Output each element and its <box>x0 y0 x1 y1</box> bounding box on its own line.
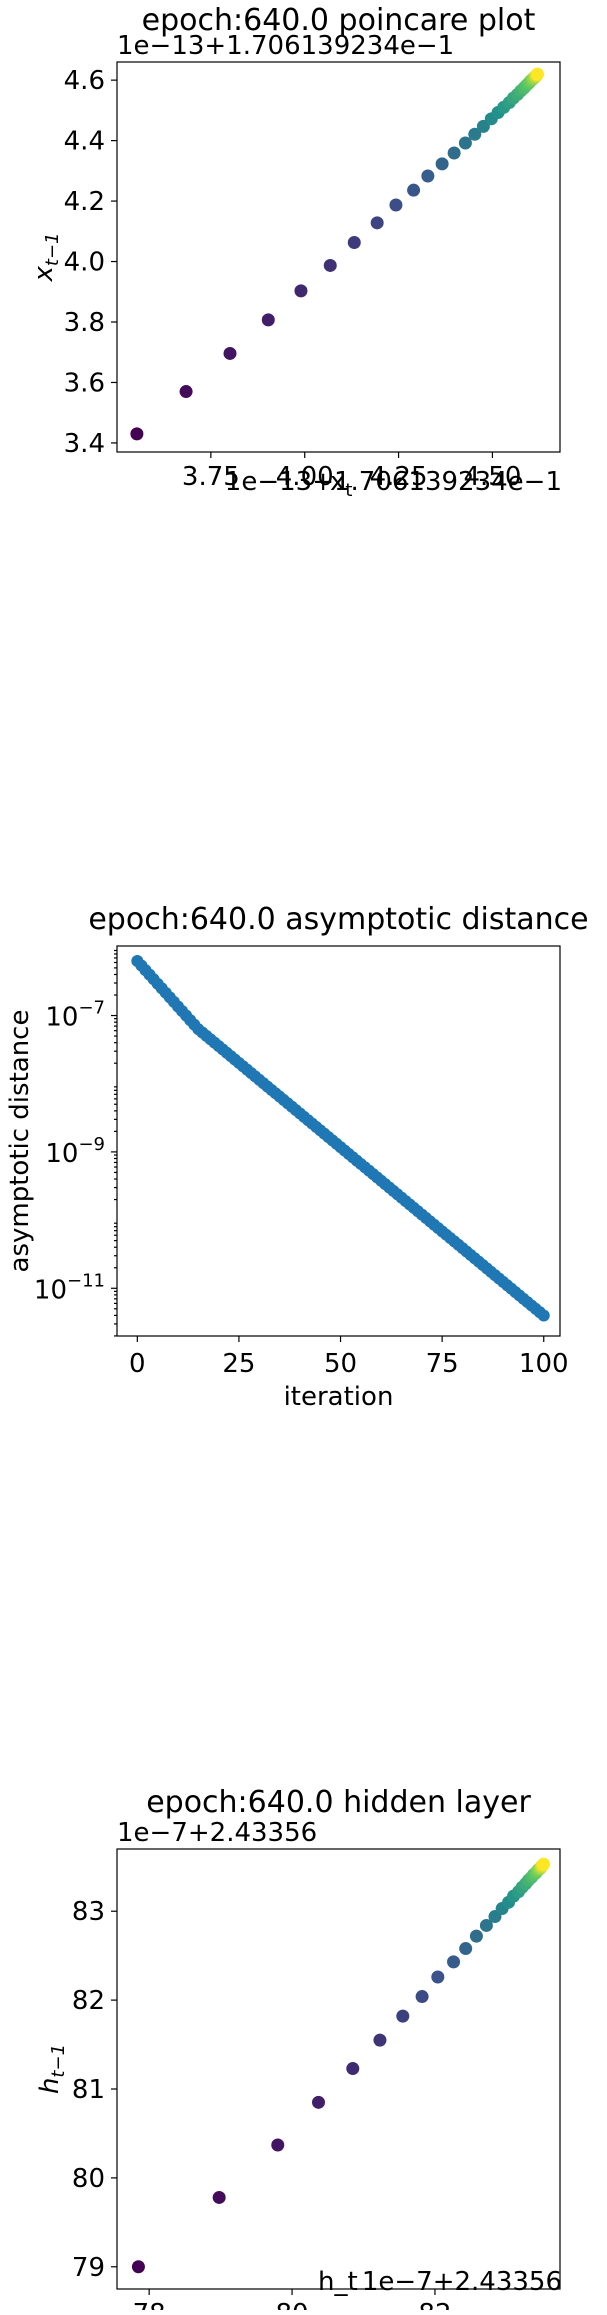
y-axis-label-subscript: t−1 <box>42 233 63 267</box>
scatter-point <box>447 1955 461 1969</box>
x-tick-label: 25 <box>222 1349 255 1379</box>
y-axis-label-subscript: t−1 <box>48 2044 69 2078</box>
y-tick-exponent: −9 <box>78 1134 105 1155</box>
scatter-point <box>458 136 472 150</box>
y-tick-label: 10−7 <box>45 998 105 1033</box>
x-tick-label: 4.50 <box>463 462 521 492</box>
scatter-point <box>346 2062 360 2076</box>
y-axis-label-text: h <box>35 2078 65 2094</box>
plot-frame <box>116 945 561 1337</box>
y-tick-label: 81 <box>72 2075 105 2105</box>
scatter-point <box>131 2260 145 2274</box>
plot-frame <box>116 1848 561 2290</box>
x-axis-label-subscript: t <box>345 480 352 501</box>
scatter-point <box>447 146 461 160</box>
y-tick-label: 4.6 <box>64 66 105 96</box>
y-tick-label: 10−11 <box>34 1270 105 1305</box>
y-offset-text: 1e−7+2.43356 <box>117 1818 317 1848</box>
scatter-point <box>311 2095 325 2109</box>
x-tick-label: 82 <box>418 2299 451 2310</box>
scatter-point <box>130 427 144 441</box>
y-tick-label: 3.8 <box>64 308 105 338</box>
y-axis-label-text: x <box>29 265 59 282</box>
scatter-point <box>212 2190 226 2204</box>
scatter-point <box>323 258 337 272</box>
scatter-point <box>537 1857 551 1871</box>
x-offset-text: 1e−13+1.706139234e−1 <box>225 467 562 497</box>
scatter-point <box>421 169 435 183</box>
scatter-point <box>468 127 482 141</box>
asymptotic-distance-chart: epoch:640.0 asymptotic distance 0 25 50 75 10… <box>5 902 589 1412</box>
y-tick-label: 83 <box>72 1897 105 1927</box>
y-tick-base: 10 <box>45 1003 78 1033</box>
x-tick-label: 75 <box>426 1349 459 1379</box>
scatter-point <box>431 1970 445 1984</box>
x-tick-label: 4.00 <box>276 462 334 492</box>
scatter-point <box>530 67 544 81</box>
chart-title: epoch:640.0 hidden layer <box>146 1785 531 1820</box>
scatter-point <box>537 1309 550 1322</box>
y-tick-label: 79 <box>72 2253 105 2283</box>
y-tick-label: 80 <box>72 2164 105 2194</box>
x-tick-label: 80 <box>276 2299 309 2310</box>
y-tick-base: 10 <box>34 1275 67 1305</box>
scatter-point <box>294 284 308 298</box>
scatter-point <box>389 198 403 212</box>
y-tick-label: 4.4 <box>64 127 105 157</box>
y-offset-text: 1e−13+1.706139234e−1 <box>117 31 454 61</box>
y-axis-label: xt−1 <box>29 233 63 283</box>
y-tick-exponent: −7 <box>78 998 105 1019</box>
scatter-point <box>479 1918 493 1932</box>
x-tick-label: 4.25 <box>370 462 428 492</box>
y-tick-label: 4.2 <box>64 187 105 217</box>
y-tick-label: 82 <box>72 1986 105 2016</box>
y-tick-label: 4.0 <box>64 248 105 278</box>
y-axis-label: asymptotic distance <box>5 1010 35 1273</box>
y-tick-label: 10−9 <box>45 1134 105 1169</box>
chart-title: epoch:640.0 poincare plot <box>142 3 536 38</box>
scatter-point <box>223 346 237 360</box>
scatter-point <box>396 2009 410 2023</box>
scatter-point <box>179 385 193 399</box>
scatter-point <box>459 1942 473 1956</box>
x-tick-label: 3.75 <box>182 462 240 492</box>
scatter-point <box>370 216 384 230</box>
chart-title: epoch:640.0 asymptotic distance <box>88 902 588 937</box>
scatter-point <box>435 157 449 171</box>
y-tick-label: 3.4 <box>64 429 105 459</box>
scatter-point <box>271 2138 285 2152</box>
scatter-point <box>415 1990 429 2004</box>
scatter-point <box>373 2033 387 2047</box>
y-tick-base: 10 <box>45 1139 78 1169</box>
plot-frame <box>116 61 561 453</box>
x-tick-label: 50 <box>324 1349 357 1379</box>
y-tick-label: 3.6 <box>64 368 105 398</box>
x-axis-label: h_t <box>318 2267 358 2297</box>
scatter-point <box>347 235 361 249</box>
x-tick-label: 78 <box>133 2299 166 2310</box>
y-tick-exponent: −11 <box>67 1270 105 1291</box>
x-axis-label-text: x <box>330 467 345 497</box>
x-axis-label: xt <box>330 467 352 501</box>
x-tick-label: 0 <box>129 1349 146 1379</box>
x-offset-text: 1e−7+2.43356 <box>362 2267 562 2297</box>
y-axis-label: ht−1 <box>35 2044 69 2094</box>
poincare-plot-chart: epoch:640.0 poincare plot 3.75 4.00 4.25 4.5… <box>29 3 562 501</box>
x-axis-label: iteration <box>284 1382 394 1412</box>
scatter-point <box>407 183 421 197</box>
scatter-point <box>261 313 275 327</box>
scatter-point <box>469 1929 483 1943</box>
hidden-layer-chart: epoch:640.0 hidden layer 78 80 82 79 80 81 82 83… <box>35 1785 562 2315</box>
x-tick-label: 100 <box>519 1349 569 1379</box>
